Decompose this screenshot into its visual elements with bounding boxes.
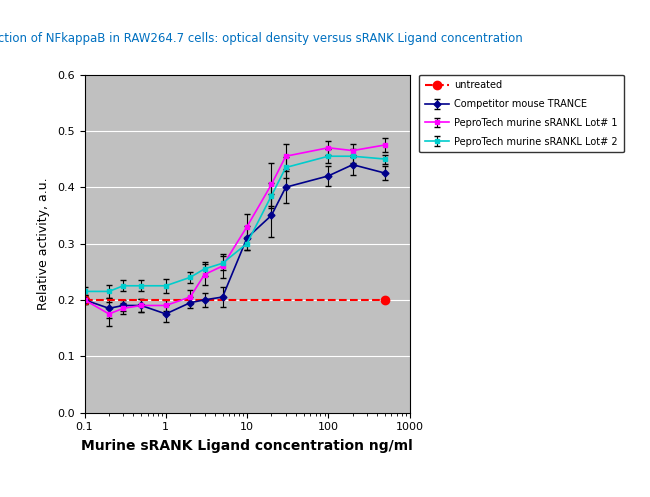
- Text: Induction of NFkappaB in RAW264.7 cells: optical density versus sRANK Ligand con: Induction of NFkappaB in RAW264.7 cells:…: [0, 32, 523, 45]
- X-axis label: Murine sRANK Ligand concentration ng/ml: Murine sRANK Ligand concentration ng/ml: [81, 439, 413, 453]
- Line: untreated: untreated: [81, 296, 389, 304]
- untreated: [381, 297, 389, 303]
- Legend: untreated, Competitor mouse TRANCE, PeproTech murine sRANKL Lot# 1, PeproTech mu: untreated, Competitor mouse TRANCE, Pepr…: [419, 75, 624, 153]
- Y-axis label: Relative activity, a.u.: Relative activity, a.u.: [37, 177, 50, 310]
- untreated: [81, 297, 88, 303]
